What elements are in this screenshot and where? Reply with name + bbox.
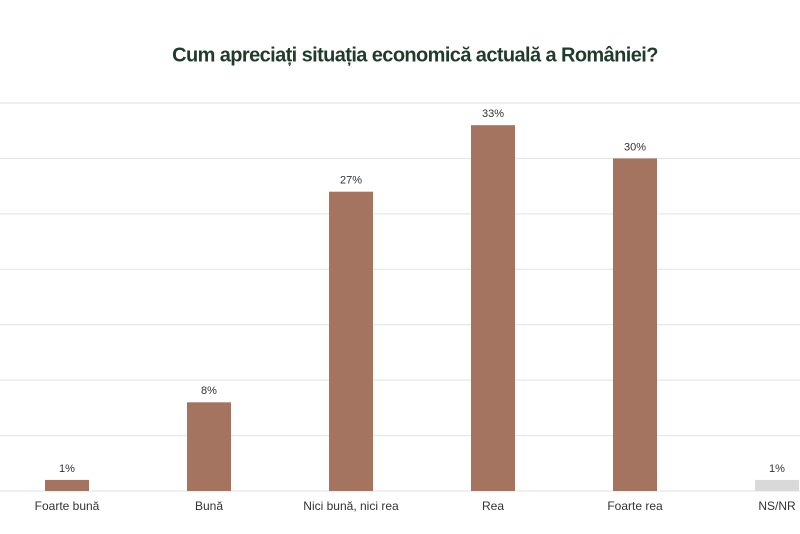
bar — [613, 158, 657, 491]
value-label: 33% — [482, 108, 504, 120]
value-label: 1% — [769, 463, 785, 475]
x-tick-label: Foarte rea — [607, 499, 663, 513]
value-label: 27% — [340, 175, 362, 187]
bar — [187, 402, 231, 491]
value-label: 8% — [201, 385, 217, 397]
bar — [329, 191, 373, 491]
chart-title: Cum apreciați situația economică actuală… — [172, 44, 658, 66]
x-tick-label: Nici bună, nici rea — [303, 499, 399, 513]
value-label: 1% — [59, 463, 75, 475]
bar — [45, 479, 89, 491]
x-tick-label: Bună — [195, 499, 223, 513]
x-tick-label: NS/NR — [758, 499, 796, 513]
x-tick-label: Foarte bună — [35, 499, 100, 513]
bar — [471, 125, 515, 492]
x-tick-label: Rea — [482, 499, 504, 513]
value-label: 30% — [624, 141, 646, 153]
bar — [755, 479, 799, 491]
